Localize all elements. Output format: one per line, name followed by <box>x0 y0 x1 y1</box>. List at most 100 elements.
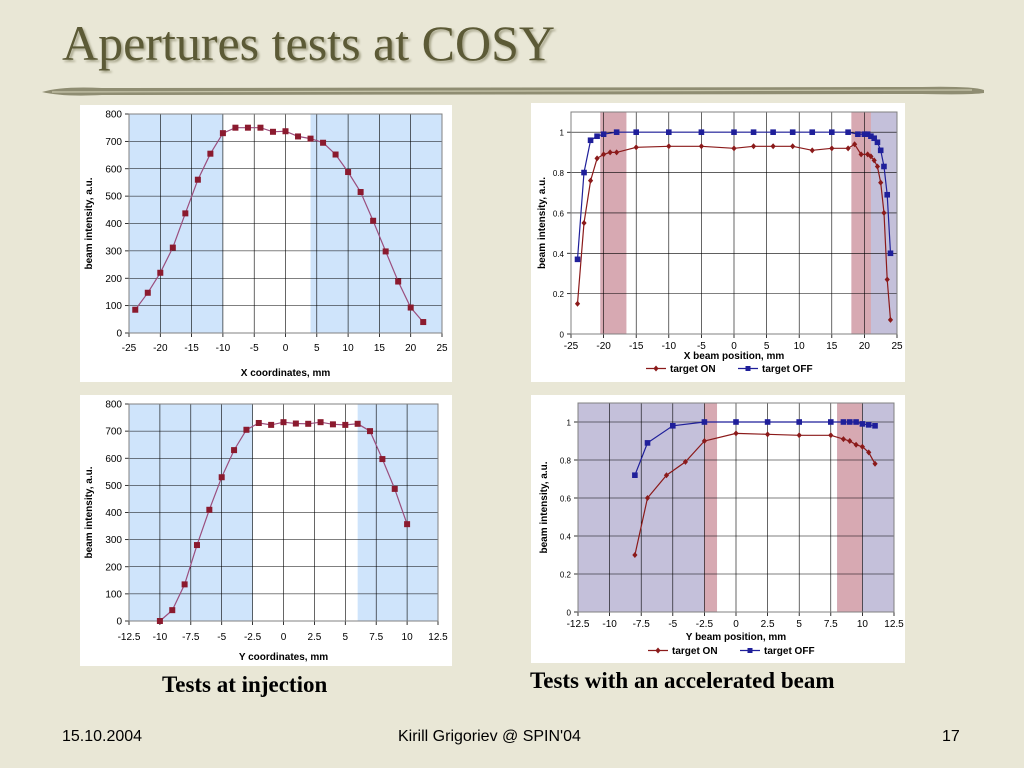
y-tick-label: 400 <box>105 508 122 519</box>
data-point <box>847 438 853 444</box>
data-point <box>866 449 872 456</box>
data-point <box>632 472 638 478</box>
footer-date: 15.10.2004 <box>62 728 143 745</box>
data-point <box>853 419 859 425</box>
x-tick-label: 12.5 <box>428 632 448 643</box>
chart-y-accelerated: -12.5 -10 -7.5 -5 -2.5 0 2.5 5 7.5 10 12.5 0 0.2 0.4 0… <box>539 402 904 657</box>
data-point <box>887 316 894 323</box>
x-tick-label: -10 <box>662 341 677 352</box>
data-point <box>607 149 613 156</box>
data-point <box>307 135 314 142</box>
data-point <box>871 157 877 164</box>
data-point <box>156 618 163 624</box>
x-tick-label: 25 <box>436 343 448 354</box>
data-point <box>733 430 739 437</box>
x-tick-label: -7.5 <box>182 632 200 643</box>
legend-marker <box>655 647 661 654</box>
x-axis-title: X beam position, mm <box>684 351 785 362</box>
y-tick-label: 0.4 <box>560 533 572 542</box>
chart-panel-y-accelerated: -12.5 -10 -7.5 -5 -2.5 0 2.5 5 7.5 10 12.5 0 0.2 0.4 0… <box>531 395 905 663</box>
data-point <box>255 419 262 426</box>
x-tick-label: -25 <box>564 341 579 352</box>
data-point <box>320 139 327 146</box>
x-tick-label: 10 <box>343 343 355 354</box>
data-point <box>858 151 864 158</box>
data-point <box>305 420 312 427</box>
y-axis-title: beam intensity, a.u. <box>84 466 95 558</box>
x-tick-label: 7.5 <box>824 619 838 630</box>
y-axis-title: beam intensity, a.u. <box>84 177 95 269</box>
data-point <box>884 276 890 283</box>
data-point <box>332 151 339 158</box>
x-tick-label: 5 <box>796 619 802 630</box>
y-tick-label: 100 <box>105 301 122 312</box>
data-point <box>295 133 302 140</box>
y-tick-label: 0.6 <box>560 495 572 504</box>
footer-page-number: 17 <box>942 728 960 745</box>
data-point <box>367 428 374 435</box>
caption-injection: Tests at injection <box>162 672 328 697</box>
data-point <box>845 129 851 135</box>
x-tick-label: -20 <box>153 343 168 354</box>
data-point <box>244 124 251 131</box>
data-point <box>770 129 776 135</box>
data-point <box>859 443 865 450</box>
y-tick-label: 400 <box>105 219 122 230</box>
x-tick-label: 20 <box>405 343 417 354</box>
data-point <box>232 124 239 131</box>
data-point <box>764 419 771 425</box>
data-point <box>243 426 250 433</box>
data-point <box>632 552 638 558</box>
x-tick-label: 5 <box>343 632 349 643</box>
data-point <box>587 177 594 184</box>
data-point <box>878 179 884 186</box>
data-point <box>207 150 214 157</box>
caption-accelerated: Tests with an accelerated beam <box>530 668 835 693</box>
plot-frame <box>128 113 443 334</box>
data-point <box>871 135 877 142</box>
x-tick-label: -12.5 <box>118 632 141 643</box>
y-tick-label: 200 <box>105 274 122 285</box>
data-point <box>809 147 815 154</box>
data-point <box>864 131 871 137</box>
data-point <box>829 129 835 135</box>
x-tick-label: -12.5 <box>567 619 590 630</box>
data-point <box>357 189 364 196</box>
data-point <box>329 421 336 428</box>
y-tick-label: 0 <box>116 329 122 340</box>
data-point <box>345 169 352 176</box>
chart-panel-x-injection: -25 -20 -15 -10 -5 0 5 10 15 20 25 0 100 200 300 400 500… <box>80 105 452 382</box>
series-line-0 <box>134 127 424 323</box>
legend-marker <box>653 365 659 372</box>
data-point <box>193 542 200 549</box>
data-point <box>852 141 858 148</box>
y-tick-label: 0.8 <box>560 457 572 466</box>
data-point <box>292 420 299 427</box>
x-tick-label: -15 <box>629 341 644 352</box>
data-point <box>633 129 639 135</box>
data-point <box>218 474 225 481</box>
data-point <box>157 269 164 276</box>
y-tick-label: 0.2 <box>560 571 572 580</box>
x-tick-label: -10 <box>216 343 231 354</box>
data-point <box>881 163 887 170</box>
chart-x-injection: -25 -20 -15 -10 -5 0 5 10 15 20 25 0 100 200 300 400 500… <box>84 110 448 380</box>
data-point <box>282 128 289 135</box>
data-point <box>840 436 847 443</box>
x-tick-label: -5 <box>697 341 706 352</box>
chart-panel-y-injection: -12.5 -10 -7.5 -5 -2.5 0 2.5 5 7.5 10 12.5 0 100 200 3… <box>80 395 452 666</box>
title-underline <box>42 86 984 96</box>
x-tick-label: -2.5 <box>244 632 262 643</box>
y-tick-label: 700 <box>105 427 122 438</box>
x-tick-label: -20 <box>596 341 611 352</box>
data-point <box>269 128 276 135</box>
data-point <box>829 145 835 152</box>
y-tick-label: 300 <box>105 246 122 257</box>
chart-x-accelerated: -25 -20 -15 -10 -5 0 5 10 15 20 25 0 0.2 0.4 0.6 0.8 1 X … <box>537 111 903 375</box>
data-point <box>182 210 189 217</box>
data-point <box>809 129 816 135</box>
data-point <box>644 440 651 446</box>
data-point <box>194 176 201 183</box>
data-point <box>845 145 851 152</box>
y-tick-label: 0.2 <box>553 290 565 299</box>
